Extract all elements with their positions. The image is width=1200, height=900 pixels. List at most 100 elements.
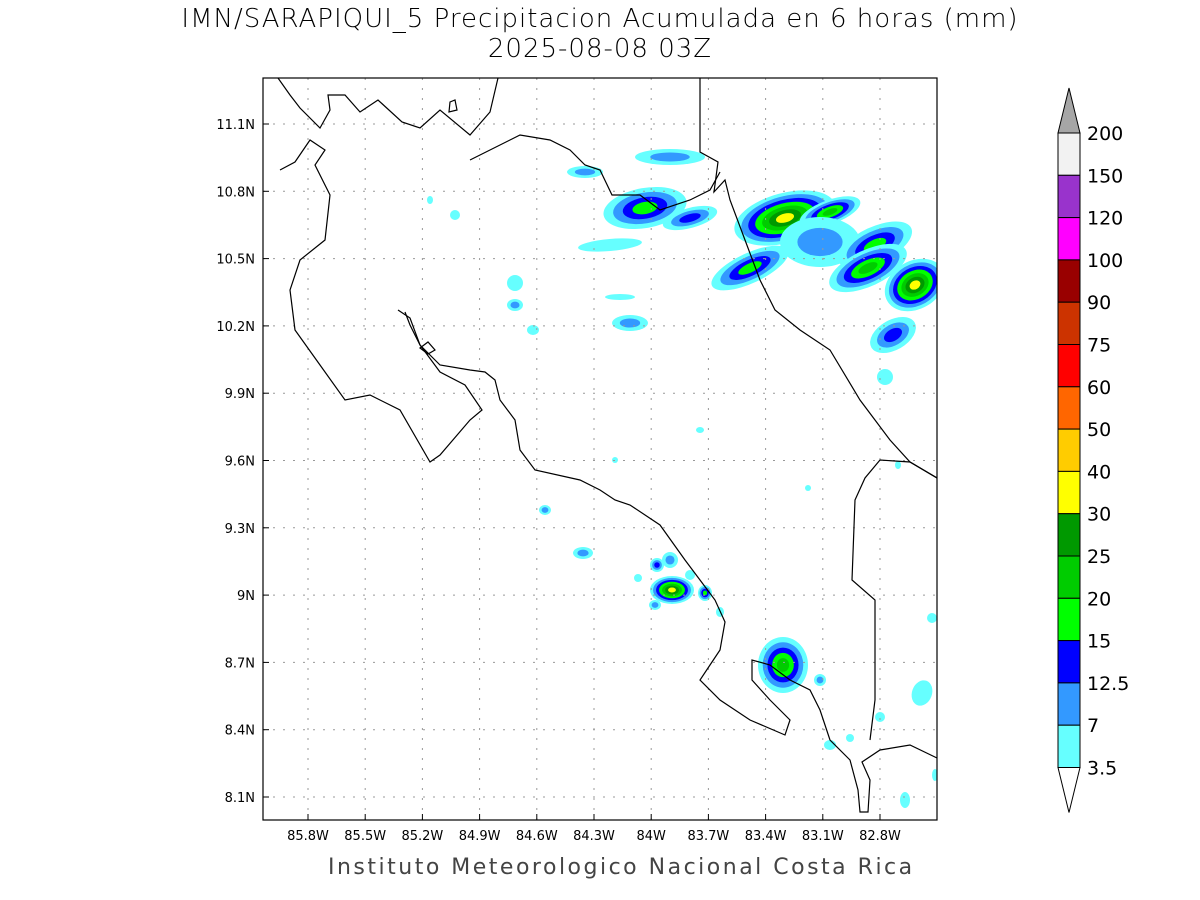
- gulf-nicoya-coast: [404, 311, 937, 813]
- colorbar: 3.5 7 12.5 15 20 25 30 40 50 60 75 90 100 120 150 200: [1057, 87, 1129, 813]
- colorbar-label: 25: [1087, 546, 1111, 568]
- lat-tick-label: 9N: [237, 589, 255, 604]
- precip-cell: [829, 243, 907, 293]
- precip-contour: [911, 680, 933, 706]
- caribbean-coast: [699, 78, 937, 479]
- precip-contour: [574, 168, 596, 176]
- axis-ticks: 85.8W 85.5W 85.2W 84.9W 84.6W 84.3W 84W 83.7W 83…: [216, 118, 901, 844]
- precip-cell: [711, 245, 789, 291]
- colorbar-label: 150: [1087, 165, 1123, 187]
- colorbar-swatch: [1057, 597, 1081, 642]
- lat-tick-label: 10.8N: [216, 185, 255, 200]
- precip-contour: [909, 280, 921, 290]
- lat-tick-label: 11.1N: [216, 118, 255, 133]
- precip-contour: [427, 196, 433, 204]
- precip-cell: [539, 505, 551, 515]
- colorbar-swatch: [1057, 470, 1081, 515]
- precip-cell: [612, 315, 648, 331]
- precip-contour: [776, 658, 790, 672]
- precip-contour: [668, 587, 676, 593]
- colorbar-swatch: [1057, 259, 1081, 303]
- pacific-coast: [279, 139, 483, 463]
- precip-contour: [797, 227, 843, 257]
- precip-cell: [814, 674, 826, 686]
- precip-contour: [858, 262, 878, 274]
- precip-contour: [650, 152, 690, 162]
- lon-tick-label: 83.4W: [745, 829, 787, 844]
- lon-tick-label: 85.5W: [344, 829, 386, 844]
- colorbar-swatch: [1057, 513, 1081, 557]
- colorbar-label: 120: [1087, 208, 1123, 230]
- lake-nicaragua-shore: [277, 78, 499, 136]
- colorbar-under-arrow: [1057, 767, 1081, 813]
- precip-contour: [775, 213, 795, 223]
- precip-contour: [685, 570, 695, 580]
- precip-contour: [619, 318, 641, 328]
- precip-cell: [507, 299, 523, 311]
- colorbar-over-arrow: [1057, 87, 1081, 134]
- precip-cell: [603, 186, 687, 230]
- precip-contour: [932, 769, 937, 781]
- precip-contour: [696, 427, 704, 433]
- colorbar-label: 200: [1087, 123, 1123, 145]
- precip-contour: [822, 208, 838, 216]
- precip-cell: [805, 485, 811, 491]
- precip-contour: [605, 294, 635, 300]
- precip-cell: [734, 190, 836, 246]
- precip-cell: [685, 570, 695, 580]
- lon-tick-label: 83.7W: [687, 829, 729, 844]
- precip-cell: [870, 316, 916, 354]
- precip-cell: [900, 792, 910, 808]
- precip-contour: [877, 369, 893, 385]
- lat-tick-label: 9.9N: [225, 387, 255, 402]
- precip-cell: [877, 369, 893, 385]
- precip-cell: [634, 574, 642, 582]
- lake-island: [448, 99, 458, 113]
- precip-contour: [883, 327, 903, 343]
- precip-cell: [527, 325, 539, 335]
- lon-tick-label: 84.6W: [516, 829, 558, 844]
- colorbar-label: 40: [1087, 461, 1111, 483]
- precip-cell: [875, 712, 885, 722]
- precip-cell: [846, 734, 854, 742]
- colorbar-label: 30: [1087, 504, 1111, 526]
- precip-contour: [510, 301, 520, 309]
- precip-contour: [846, 734, 854, 742]
- lat-tick-label: 8.7N: [225, 656, 255, 671]
- precip-contour: [895, 461, 901, 469]
- precipitation-field: [427, 149, 937, 808]
- precip-cell: [884, 258, 937, 312]
- colorbar-label: 12.5: [1087, 673, 1129, 695]
- precip-cell: [605, 294, 635, 300]
- isla-chira: [419, 341, 436, 355]
- precip-contour: [875, 712, 885, 722]
- precip-contour: [927, 613, 937, 623]
- colorbar-swatch: [1057, 174, 1081, 219]
- precip-cell: [450, 210, 460, 220]
- map-title: IMN/SARAPIQUI_5 Precipitacion Acumulada …: [181, 4, 1019, 34]
- lat-tick-label: 8.4N: [225, 724, 255, 739]
- precip-cell: [578, 238, 642, 252]
- credit-text: Instituto Meteorologico Nacional Costa R…: [328, 855, 915, 880]
- precip-cell: [427, 196, 433, 204]
- precip-cell: [507, 275, 523, 291]
- colorbar-swatch: [1057, 344, 1081, 388]
- colorbar-swatch: [1057, 301, 1081, 346]
- lon-tick-label: 85.8W: [287, 829, 329, 844]
- precip-contour: [651, 602, 659, 608]
- lat-tick-label: 10.2N: [216, 320, 255, 335]
- lon-tick-label: 85.2W: [401, 829, 443, 844]
- precip-cell: [758, 637, 808, 693]
- colorbar-swatch: [1057, 682, 1081, 726]
- precip-contour: [450, 210, 460, 220]
- precip-cell: [911, 680, 933, 706]
- colorbar-swatch: [1057, 640, 1081, 684]
- lat-tick-label: 9.3N: [225, 522, 255, 537]
- coastlines: [277, 78, 937, 813]
- precip-cell: [573, 547, 593, 559]
- precip-cell: [895, 461, 901, 469]
- precip-contour: [632, 201, 658, 215]
- precip-cell: [932, 769, 937, 781]
- colorbar-swatch: [1057, 132, 1081, 176]
- colorbar-swatch: [1057, 555, 1081, 599]
